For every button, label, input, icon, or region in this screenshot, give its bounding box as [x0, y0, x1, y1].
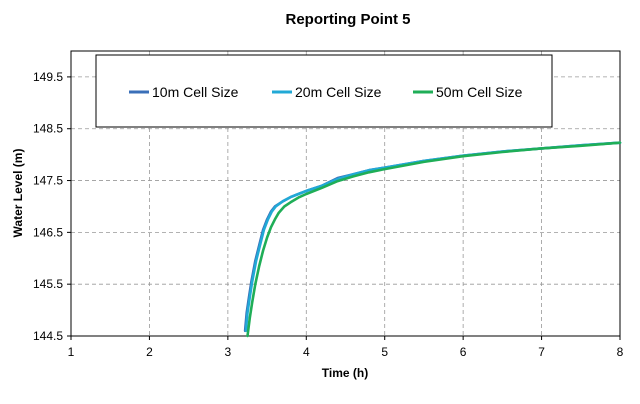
x-tick-label: 7	[538, 345, 545, 359]
x-axis-title: Time (h)	[322, 366, 368, 380]
x-tick-label: 3	[225, 345, 232, 359]
legend-box	[95, 54, 553, 128]
series-line-1	[243, 141, 622, 333]
legend: 10m Cell Size 20m Cell Size 50m Cell Size	[95, 54, 553, 128]
plot-area	[70, 50, 621, 337]
legend-label-1: 10m Cell Size	[152, 84, 239, 100]
y-tick-label: 145.5	[33, 277, 63, 291]
chart-title: Reporting Point 5	[286, 11, 411, 28]
legend-label-2: 20m Cell Size	[295, 84, 382, 100]
series-line-2	[244, 141, 622, 333]
x-axis-ticks: 1 2 3 4 5 6 7 8	[68, 336, 624, 359]
series-line-3	[246, 141, 622, 338]
x-tick-label: 8	[617, 345, 624, 359]
y-axis-ticks: 144.5 145.5 146.5 147.5 148.5 149.5	[33, 70, 71, 343]
x-tick-label: 4	[303, 345, 310, 359]
legend-label-3: 50m Cell Size	[436, 84, 523, 100]
y-tick-label: 146.5	[33, 225, 63, 239]
y-axis-title: Water Level (m)	[11, 149, 25, 238]
y-tick-label: 144.5	[33, 329, 63, 343]
x-tick-label: 1	[68, 345, 75, 359]
series-lines	[243, 141, 622, 338]
y-tick-label: 149.5	[33, 70, 63, 84]
x-tick-label: 6	[460, 345, 467, 359]
y-tick-label: 147.5	[33, 174, 63, 188]
x-tick-label: 2	[146, 345, 153, 359]
x-tick-label: 5	[381, 345, 388, 359]
y-tick-label: 148.5	[33, 122, 63, 136]
